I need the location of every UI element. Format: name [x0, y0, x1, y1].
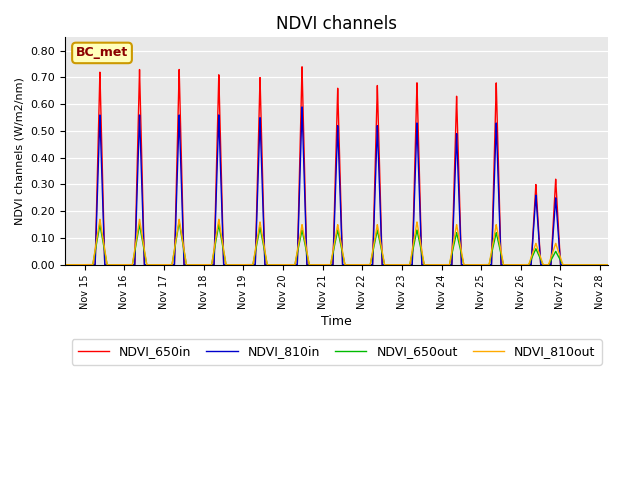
NDVI_650out [415, 234, 422, 240]
Line: NDVI_650out: NDVI_650out [65, 222, 620, 265]
NDVI_650in [415, 135, 422, 141]
NDVI_650out [616, 262, 624, 268]
Line: NDVI_650in: NDVI_650in [65, 67, 620, 265]
NDVI_650out [175, 219, 183, 225]
NDVI_810in [129, 262, 137, 268]
NDVI_650in [616, 262, 624, 268]
Y-axis label: NDVI channels (W/m2/nm): NDVI channels (W/m2/nm) [15, 77, 25, 225]
NDVI_810in [353, 262, 361, 268]
NDVI_810out [61, 262, 69, 268]
NDVI_810out [564, 262, 572, 268]
NDVI_810in [74, 262, 81, 268]
NDVI_810out [129, 258, 137, 264]
NDVI_650in [61, 262, 69, 268]
NDVI_650out [353, 262, 361, 268]
NDVI_650out [74, 262, 81, 268]
NDVI_650out [564, 262, 572, 268]
NDVI_810out [74, 262, 81, 268]
NDVI_650in [129, 262, 137, 268]
NDVI_650out [589, 262, 597, 268]
NDVI_810in [589, 262, 597, 268]
NDVI_810in [564, 262, 572, 268]
NDVI_810out [215, 216, 223, 222]
NDVI_810in [415, 163, 422, 168]
NDVI_810in [298, 104, 306, 110]
NDVI_650in [589, 262, 597, 268]
NDVI_650out [129, 259, 137, 264]
Line: NDVI_810in: NDVI_810in [65, 107, 620, 265]
X-axis label: Time: Time [321, 315, 352, 328]
NDVI_650in [564, 262, 572, 268]
NDVI_810out [415, 228, 422, 233]
Line: NDVI_810out: NDVI_810out [65, 219, 620, 265]
NDVI_810in [616, 262, 624, 268]
NDVI_810out [589, 262, 597, 268]
NDVI_650in [74, 262, 81, 268]
NDVI_650out [61, 262, 69, 268]
Title: NDVI channels: NDVI channels [276, 15, 397, 33]
Text: BC_met: BC_met [76, 47, 128, 60]
Legend: NDVI_650in, NDVI_810in, NDVI_650out, NDVI_810out: NDVI_650in, NDVI_810in, NDVI_650out, NDV… [72, 339, 602, 365]
NDVI_810out [616, 262, 624, 268]
NDVI_810in [61, 262, 69, 268]
NDVI_810out [353, 262, 361, 268]
NDVI_650in [298, 64, 306, 70]
NDVI_650in [353, 262, 361, 268]
